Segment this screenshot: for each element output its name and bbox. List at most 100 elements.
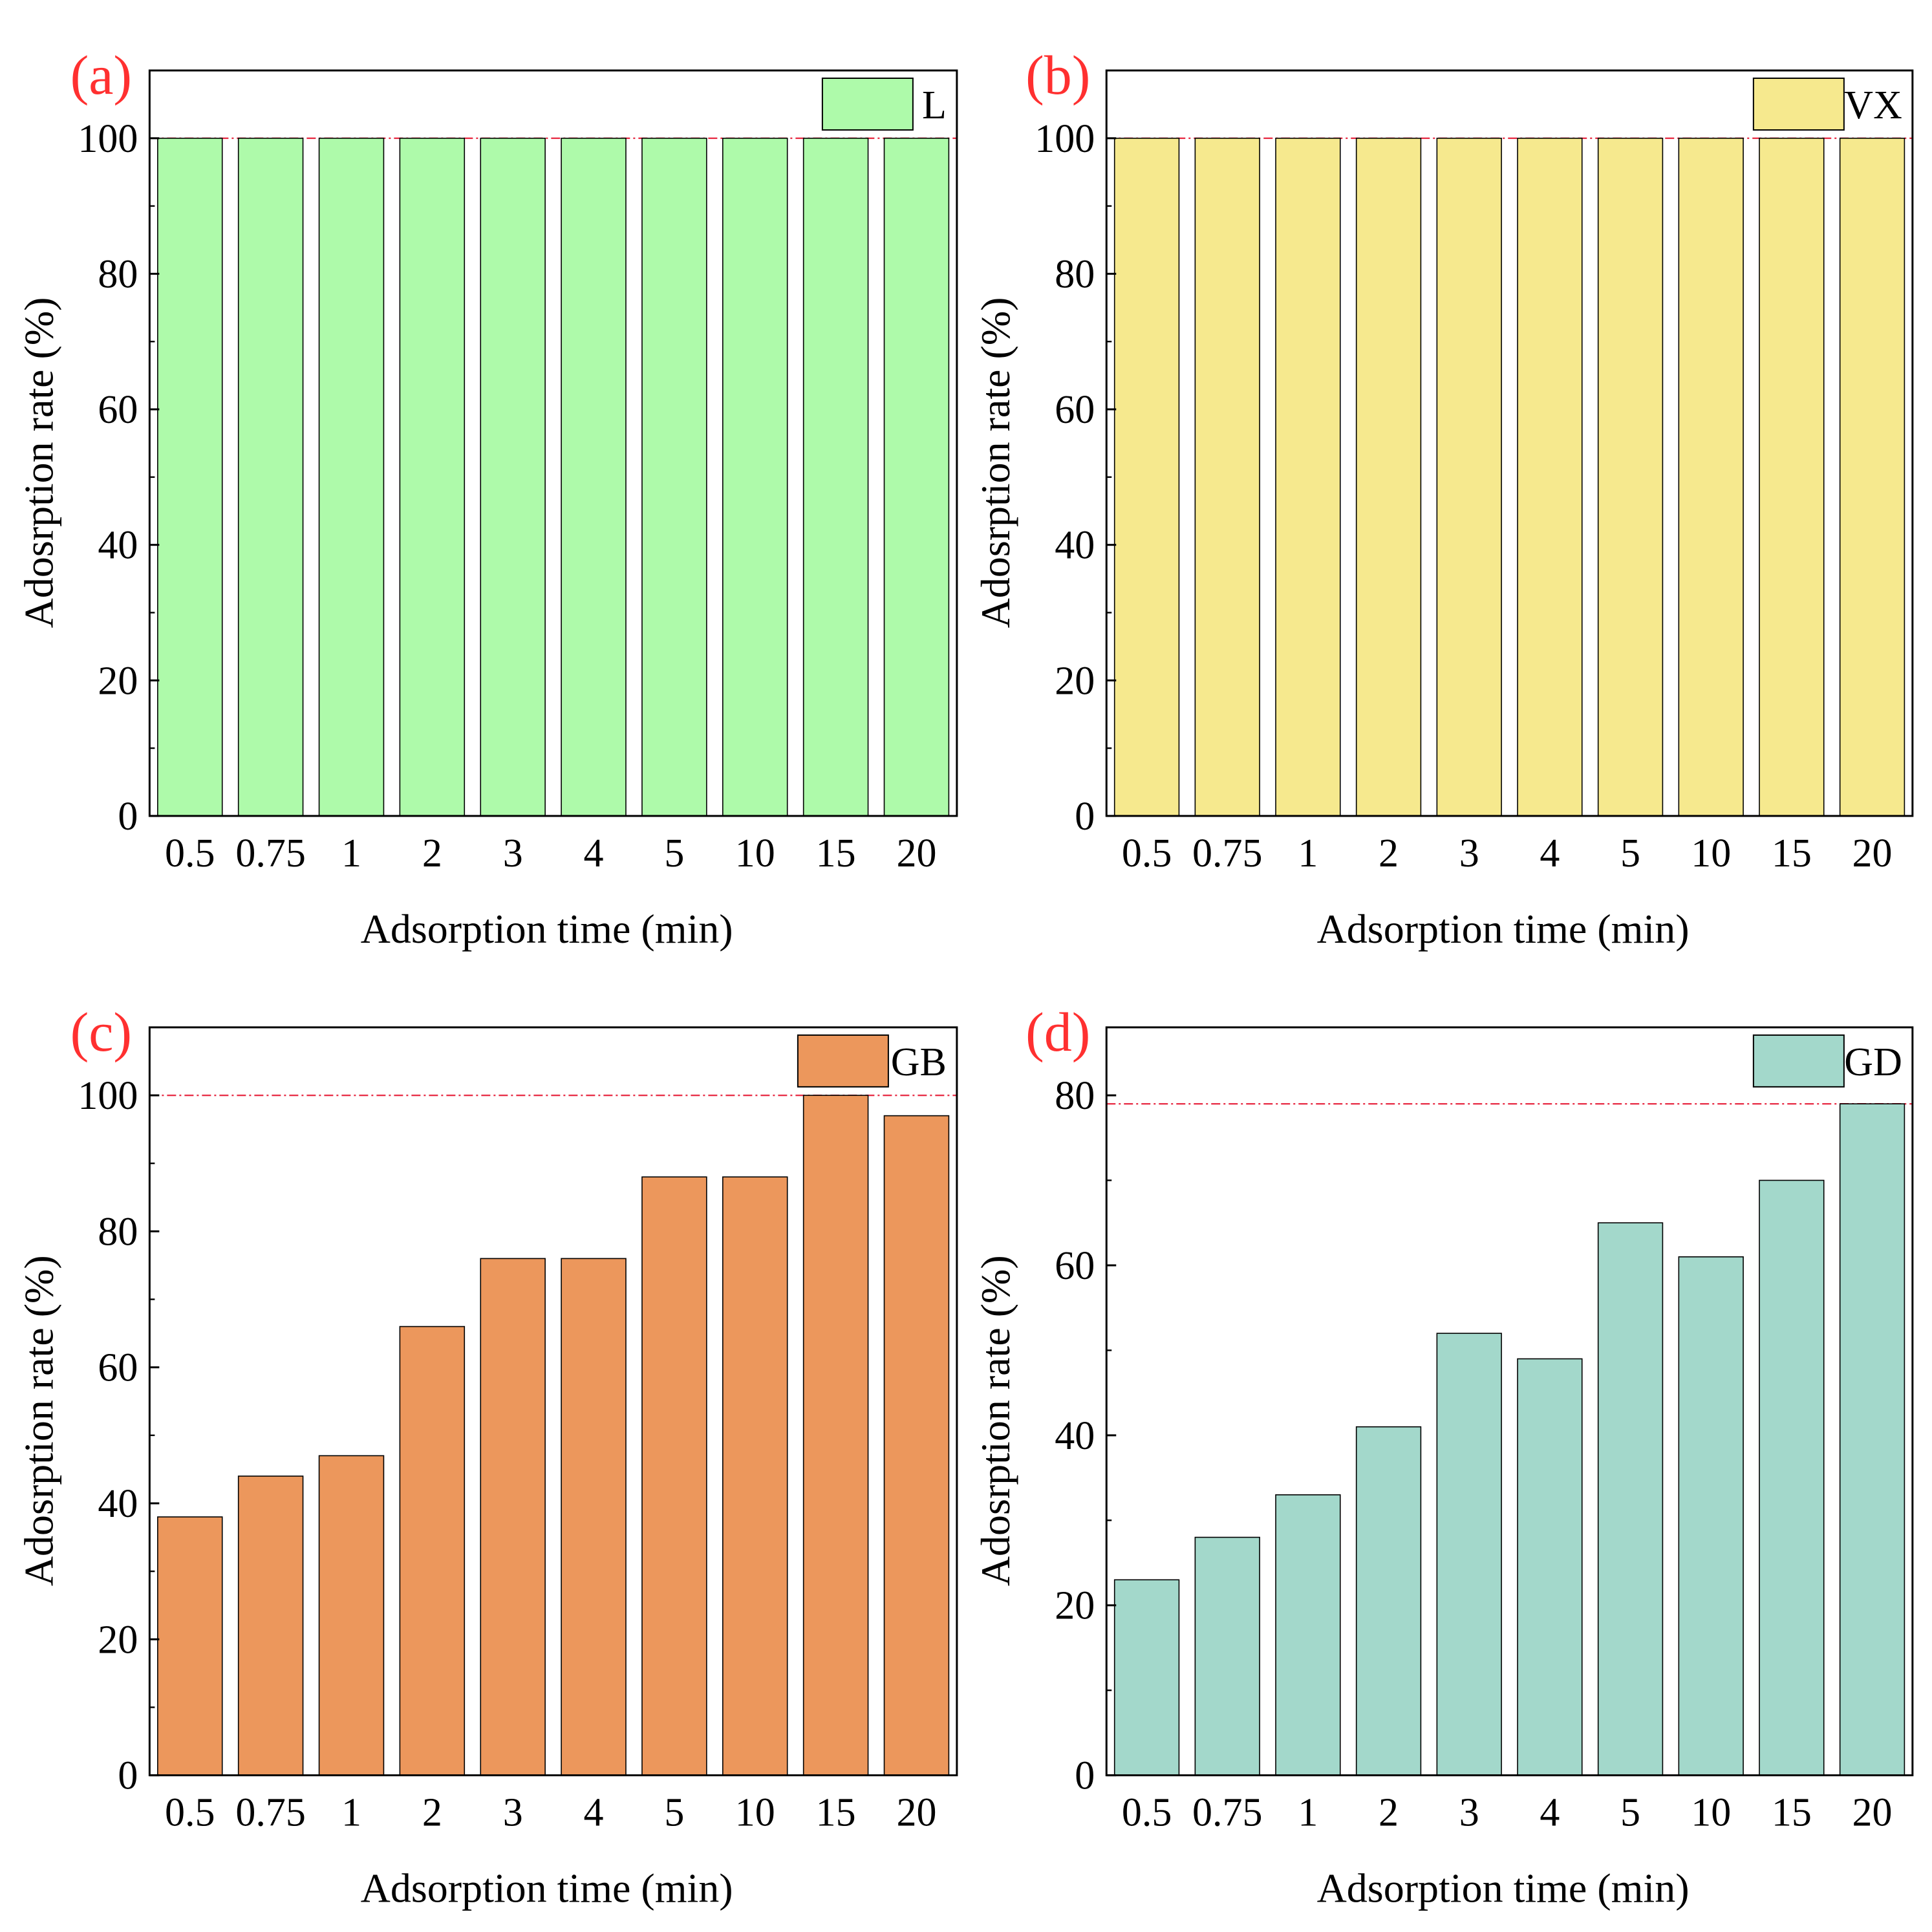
x-tick-label: 15 xyxy=(1772,1791,1812,1835)
bar xyxy=(480,1258,546,1776)
x-tick-label: 2 xyxy=(1379,832,1399,875)
x-tick-label: 3 xyxy=(1459,832,1479,875)
bar xyxy=(1597,1222,1664,1776)
y-tick-label: 60 xyxy=(98,388,138,432)
x-tick-label: 0.75 xyxy=(235,1791,306,1835)
x-axis-title: Adsorption time (min) xyxy=(361,906,733,952)
bar xyxy=(1113,137,1180,817)
panel-label: (c) xyxy=(70,1001,132,1063)
bar xyxy=(237,1476,304,1776)
bar xyxy=(722,1176,788,1776)
x-tick-label: 4 xyxy=(1540,832,1560,875)
y-tick-label: 40 xyxy=(98,1482,138,1526)
x-tick-label: 3 xyxy=(1459,1791,1479,1835)
bar xyxy=(1839,1103,1905,1776)
bar xyxy=(1436,1333,1502,1776)
x-tick-label: 1 xyxy=(341,1791,361,1835)
y-tick-label: 0 xyxy=(1075,1754,1095,1798)
y-tick-label: 0 xyxy=(118,1754,138,1798)
x-tick-label: 0.75 xyxy=(1192,1791,1263,1835)
bar xyxy=(1436,137,1502,817)
y-tick-label: 20 xyxy=(98,1618,138,1662)
bar xyxy=(1759,1179,1825,1776)
bar xyxy=(157,137,223,817)
bar xyxy=(157,1516,223,1776)
y-tick-label: 20 xyxy=(98,659,138,703)
x-tick-label: 20 xyxy=(896,1791,936,1835)
bar xyxy=(802,137,869,817)
x-tick-label: 15 xyxy=(816,1791,856,1835)
bar xyxy=(480,137,546,817)
x-tick-label: 2 xyxy=(422,1791,442,1835)
bar xyxy=(883,137,950,817)
y-tick-label: 0 xyxy=(1075,795,1095,839)
x-tick-label: 4 xyxy=(584,1791,604,1835)
x-tick-label: 2 xyxy=(422,832,442,875)
y-axis-title: Adosrption rate (%) xyxy=(972,297,1018,628)
x-axis-title: Adsorption time (min) xyxy=(361,1865,733,1911)
bar xyxy=(1517,137,1583,817)
x-tick-label: 5 xyxy=(1620,1791,1640,1835)
y-tick-label: 80 xyxy=(1055,252,1095,296)
axes-frame xyxy=(148,1026,958,1777)
bar xyxy=(1678,1256,1744,1776)
y-tick-label: 60 xyxy=(98,1346,138,1390)
legend-swatch xyxy=(821,77,914,131)
y-tick-label: 20 xyxy=(1055,659,1095,703)
panel-label: (d) xyxy=(1025,1001,1090,1063)
x-tick-label: 20 xyxy=(1852,832,1893,875)
x-tick-label: 0.5 xyxy=(1122,1791,1172,1835)
y-tick-label: 40 xyxy=(1055,524,1095,568)
axes-frame xyxy=(148,69,958,817)
x-tick-label: 15 xyxy=(816,832,856,875)
x-tick-label: 0.75 xyxy=(235,832,306,875)
bar xyxy=(1517,1358,1583,1776)
legend-swatch xyxy=(797,1034,889,1088)
legend-swatch xyxy=(1752,1034,1845,1088)
bar xyxy=(1194,1536,1260,1776)
y-tick-label: 0 xyxy=(118,795,138,839)
y-tick-label: 40 xyxy=(1055,1414,1095,1458)
bar xyxy=(561,1258,627,1776)
x-tick-label: 1 xyxy=(1298,832,1318,875)
y-axis-title: Adosrption rate (%) xyxy=(972,1255,1018,1586)
y-tick-label: 40 xyxy=(98,524,138,568)
x-tick-label: 10 xyxy=(735,832,775,875)
bar xyxy=(883,1115,950,1776)
panel-label: (a) xyxy=(70,44,132,106)
x-tick-label: 0.5 xyxy=(165,1791,215,1835)
bar xyxy=(1194,137,1260,817)
x-tick-label: 20 xyxy=(896,832,936,875)
y-tick-label: 20 xyxy=(1055,1584,1095,1628)
y-tick-label: 80 xyxy=(98,252,138,296)
x-tick-label: 15 xyxy=(1772,832,1812,875)
x-axis-title: Adsorption time (min) xyxy=(1317,1865,1690,1911)
bar xyxy=(399,1326,466,1776)
x-tick-label: 1 xyxy=(341,832,361,875)
y-tick-label: 60 xyxy=(1055,1244,1095,1288)
x-tick-label: 5 xyxy=(664,1791,684,1835)
bar xyxy=(802,1095,869,1776)
x-tick-label: 5 xyxy=(664,832,684,875)
x-tick-label: 0.75 xyxy=(1192,832,1263,875)
x-tick-label: 4 xyxy=(1540,1791,1560,1835)
y-tick-label: 60 xyxy=(1055,388,1095,432)
panel-label: (b) xyxy=(1025,44,1090,106)
axes-frame xyxy=(1105,1026,1914,1777)
legend-swatch xyxy=(1752,77,1845,131)
y-tick-label: 100 xyxy=(1035,117,1095,161)
x-tick-label: 10 xyxy=(1691,1791,1731,1835)
bar xyxy=(1678,137,1744,817)
x-tick-label: 2 xyxy=(1379,1791,1399,1835)
bar xyxy=(641,1176,707,1776)
x-tick-label: 0.5 xyxy=(165,832,215,875)
legend-label: L xyxy=(922,83,947,127)
bar xyxy=(1355,137,1422,817)
y-tick-label: 100 xyxy=(78,117,138,161)
bar xyxy=(722,137,788,817)
bar xyxy=(1275,137,1341,817)
bar xyxy=(237,137,304,817)
x-tick-label: 5 xyxy=(1620,832,1640,875)
panel-d: 0.5 0.75 1 2 3 4 5 10 15 20 0 20 40 60 80 Adsorption ti… xyxy=(972,1001,1914,1911)
